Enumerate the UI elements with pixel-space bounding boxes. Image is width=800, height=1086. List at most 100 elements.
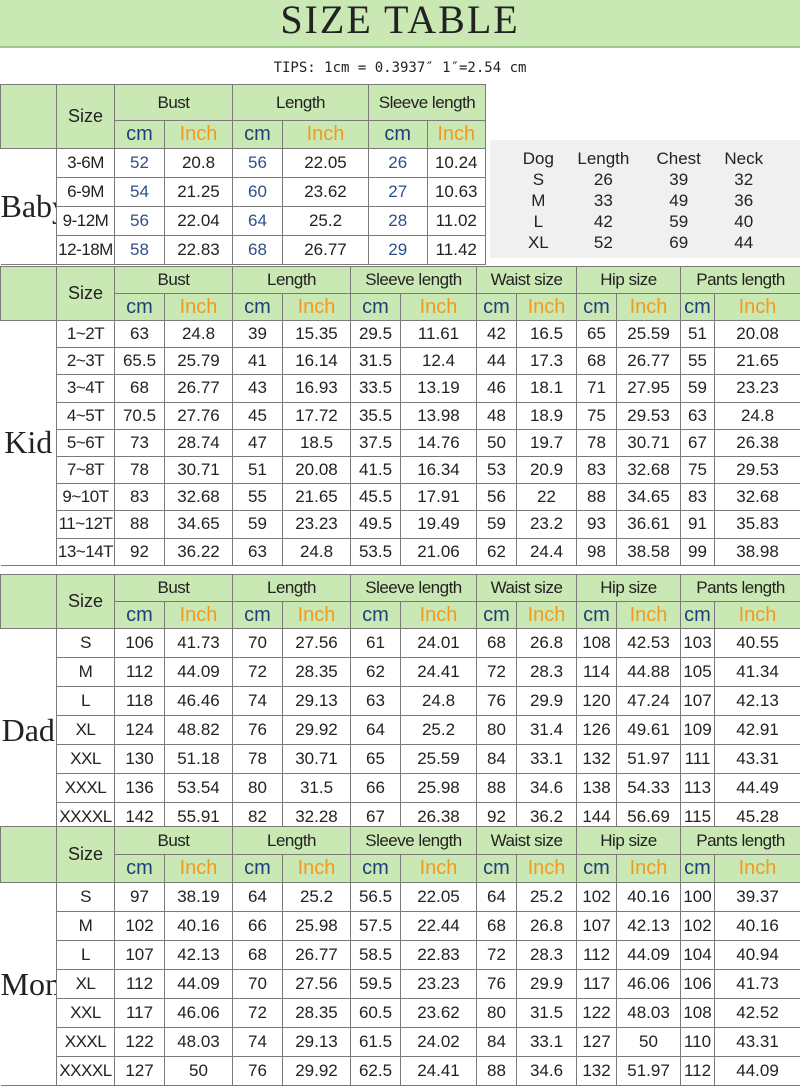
value-cell: 112 bbox=[577, 941, 617, 970]
baby-length-inch-header: Inch bbox=[283, 121, 369, 149]
value-cell: 25.2 bbox=[517, 883, 577, 912]
kid-size-header: Size bbox=[57, 267, 115, 321]
value-cell: 23.62 bbox=[283, 178, 369, 207]
value-cell: 70 bbox=[233, 629, 283, 658]
value-cell: 93 bbox=[577, 511, 617, 538]
size-cell: XXL bbox=[57, 999, 115, 1028]
value-cell: 42 bbox=[477, 321, 517, 348]
value-cell: 13.98 bbox=[401, 402, 477, 429]
value-cell: 64 bbox=[477, 883, 517, 912]
value-cell: 34.65 bbox=[165, 511, 233, 538]
value-cell: 41 bbox=[233, 348, 283, 375]
value-cell: 72 bbox=[477, 658, 517, 687]
value-cell: 60 bbox=[233, 178, 283, 207]
value-cell: 24.41 bbox=[401, 658, 477, 687]
value-cell: 136 bbox=[115, 774, 165, 803]
baby-length-cm-header: cm bbox=[233, 121, 283, 149]
value-cell: 47.24 bbox=[617, 687, 681, 716]
value-cell: 100 bbox=[681, 883, 715, 912]
value-cell: 88 bbox=[577, 484, 617, 511]
value-cell: 78 bbox=[577, 429, 617, 456]
value-cell: 92 bbox=[115, 538, 165, 565]
mom-length-header: Length bbox=[233, 827, 351, 855]
dad-pants-cm-header: cm bbox=[681, 602, 715, 629]
value-cell: 25.2 bbox=[283, 207, 369, 236]
value-cell: 44.09 bbox=[165, 658, 233, 687]
value-cell: 42.52 bbox=[715, 999, 800, 1028]
kid-waist-cm-header: cm bbox=[477, 294, 517, 321]
value-cell: 13.19 bbox=[401, 375, 477, 402]
size-cell: S bbox=[57, 629, 115, 658]
dad-corner-cell bbox=[1, 575, 57, 629]
mom-waist-inch-header: Inch bbox=[517, 855, 577, 883]
dog-header-3: Neck bbox=[713, 148, 774, 169]
value-cell: 30.71 bbox=[283, 745, 351, 774]
value-cell: 72 bbox=[233, 999, 283, 1028]
dad-pants-inch-header: Inch bbox=[715, 602, 800, 629]
kid-bust-cm-header: cm bbox=[115, 294, 165, 321]
value-cell: 27.76 bbox=[165, 402, 233, 429]
value-cell: 54 bbox=[115, 178, 165, 207]
mom-pants-inch-header: Inch bbox=[715, 855, 800, 883]
value-cell: 84 bbox=[477, 745, 517, 774]
value-cell: 29.92 bbox=[283, 716, 351, 745]
value-cell: 11.61 bbox=[401, 321, 477, 348]
value-cell: 91 bbox=[681, 511, 715, 538]
value-cell: 46.06 bbox=[617, 970, 681, 999]
value-cell: 107 bbox=[681, 687, 715, 716]
value-cell: 16.14 bbox=[283, 348, 351, 375]
value-cell: 45 bbox=[233, 402, 283, 429]
value-cell: 83 bbox=[115, 484, 165, 511]
value-cell: 17.3 bbox=[517, 348, 577, 375]
value-cell: 42.53 bbox=[617, 629, 681, 658]
value-cell: 80 bbox=[477, 716, 517, 745]
size-cell: M bbox=[57, 912, 115, 941]
value-cell: 24.02 bbox=[401, 1028, 477, 1057]
value-cell: 42.91 bbox=[715, 716, 800, 745]
value-cell: 39.37 bbox=[715, 883, 800, 912]
value-cell: 29.53 bbox=[715, 456, 800, 483]
value-cell: 28.74 bbox=[165, 429, 233, 456]
value-cell: 68 bbox=[577, 348, 617, 375]
value-cell: 43.31 bbox=[715, 1028, 800, 1057]
value-cell: 29.9 bbox=[517, 970, 577, 999]
kid-pants-header: Pants length bbox=[681, 267, 800, 294]
value-cell: 31.5 bbox=[283, 774, 351, 803]
size-cell: XXXXL bbox=[57, 1057, 115, 1086]
mom-sleeve-header: Sleeve length bbox=[351, 827, 477, 855]
value-cell: 21.06 bbox=[401, 538, 477, 565]
value-cell: 73 bbox=[115, 429, 165, 456]
value-cell: 27.56 bbox=[283, 629, 351, 658]
kid-hip-cm-header: cm bbox=[577, 294, 617, 321]
value-cell: 32.68 bbox=[617, 456, 681, 483]
dad-length-cm-header: cm bbox=[233, 602, 283, 629]
value-cell: 104 bbox=[681, 941, 715, 970]
value-cell: 63 bbox=[351, 687, 401, 716]
size-cell: 5~6T bbox=[57, 429, 115, 456]
value-cell: 44.49 bbox=[715, 774, 800, 803]
value-cell: 21.25 bbox=[165, 178, 233, 207]
value-cell: 27.56 bbox=[283, 970, 351, 999]
value-cell: 70 bbox=[233, 970, 283, 999]
value-cell: 102 bbox=[115, 912, 165, 941]
dog-cell: S bbox=[514, 169, 563, 190]
baby-length-header: Length bbox=[233, 85, 369, 121]
value-cell: 50 bbox=[477, 429, 517, 456]
dad-waist-cm-header: cm bbox=[477, 602, 517, 629]
kid-length-cm-header: cm bbox=[233, 294, 283, 321]
value-cell: 40.55 bbox=[715, 629, 800, 658]
value-cell: 111 bbox=[681, 745, 715, 774]
value-cell: 124 bbox=[115, 716, 165, 745]
value-cell: 138 bbox=[577, 774, 617, 803]
mom-waist-header: Waist size bbox=[477, 827, 577, 855]
value-cell: 25.79 bbox=[165, 348, 233, 375]
